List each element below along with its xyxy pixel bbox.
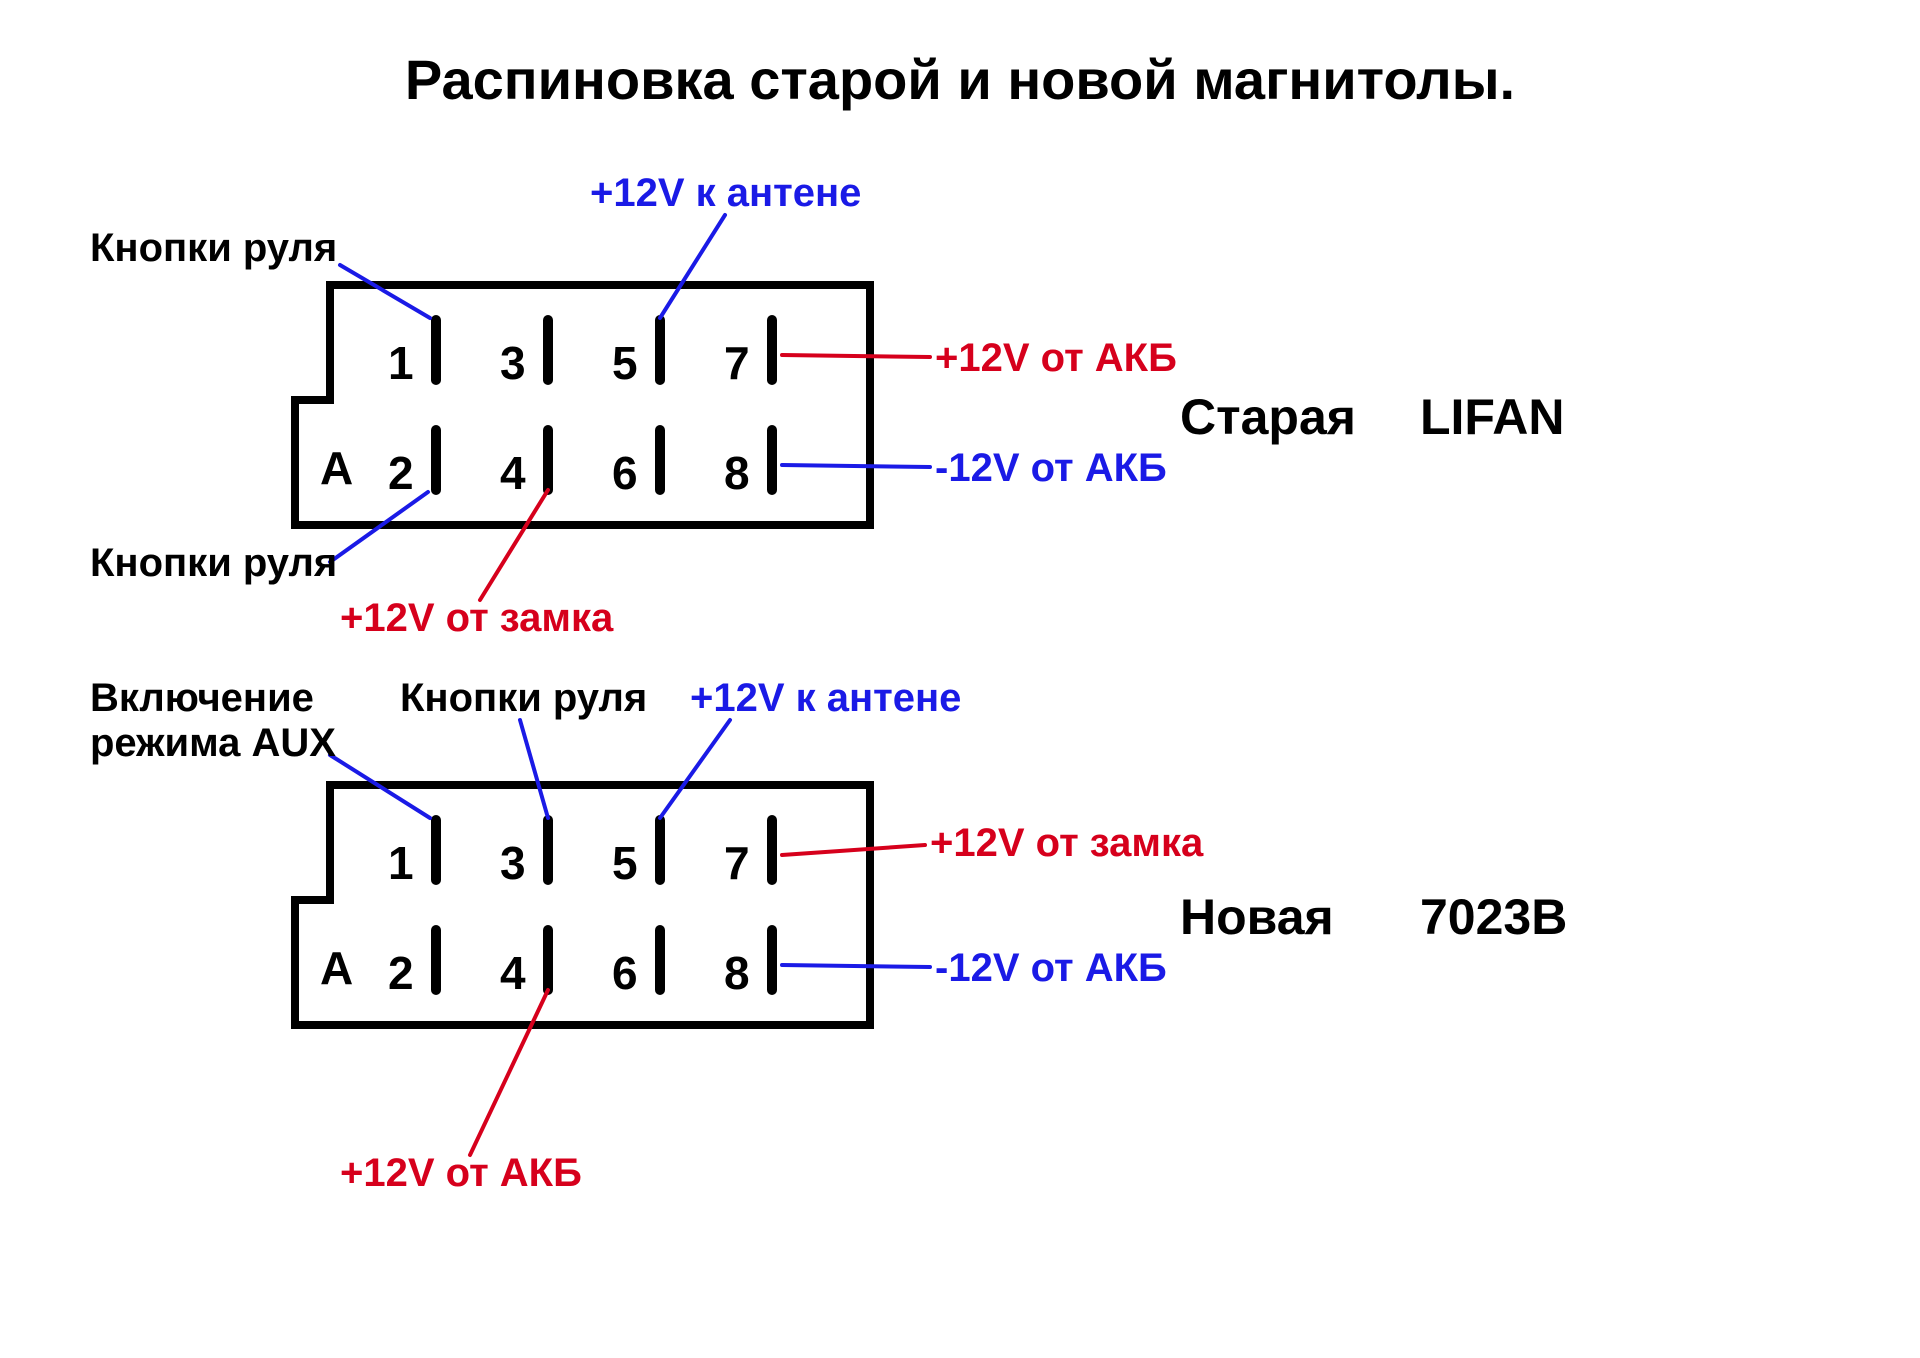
old-pin5-label-leader	[660, 215, 725, 318]
old-pin-num-3: 3	[500, 336, 526, 390]
new-pin-num-1: 1	[388, 836, 414, 890]
old-pin-num-1: 1	[388, 336, 414, 390]
old-pin-num-2: 2	[388, 446, 414, 500]
new-side-label-1: 7023B	[1420, 888, 1567, 946]
old-pin7-callout: +12V от АКБ	[935, 336, 1177, 381]
new-pin-num-6: 6	[612, 946, 638, 1000]
new-connector-outline	[295, 785, 870, 1025]
old-pin-num-5: 5	[612, 336, 638, 390]
new-connector-tab-label: A	[320, 941, 353, 995]
old-pin4-callout: +12V от замка	[340, 596, 613, 641]
new-pin5-callout: +12V к антене	[690, 676, 961, 721]
new-pin-num-7: 7	[724, 836, 750, 890]
new-pin8-label-leader	[782, 965, 930, 967]
new-pin7-label-leader	[782, 845, 925, 855]
old-connector-tab-label: A	[320, 441, 353, 495]
new-pin-num-4: 4	[500, 946, 526, 1000]
new-pin4-label-leader	[470, 990, 548, 1155]
old-pin-num-4: 4	[500, 446, 526, 500]
diagram-title: Распиновка старой и новой магнитолы.	[405, 47, 1515, 112]
old-pin7-label-leader	[782, 355, 930, 357]
new-pin-num-5: 5	[612, 836, 638, 890]
old-pin4-label-leader	[480, 490, 548, 600]
new-pin3-callout: Кнопки руля	[400, 676, 647, 721]
new-side-label-0: Новая	[1180, 888, 1334, 946]
old-pin-num-7: 7	[724, 336, 750, 390]
old-pin8-callout: -12V от АКБ	[935, 446, 1167, 491]
new-pin1-callout-b: режима AUX	[90, 721, 336, 766]
old-pin-num-8: 8	[724, 446, 750, 500]
old-connector-outline	[295, 285, 870, 525]
new-pin4-callout: +12V от АКБ	[340, 1151, 582, 1196]
new-pin5-label-leader	[660, 720, 730, 818]
old-pin1-label-leader	[340, 265, 430, 318]
new-pin7-callout: +12V от замка	[930, 821, 1203, 866]
new-pin-num-8: 8	[724, 946, 750, 1000]
new-pin3-label-leader	[520, 720, 548, 818]
new-pin1-callout-a: Включение	[90, 676, 314, 721]
old-pin2-callout: Кнопки руля	[90, 541, 337, 586]
old-pin-num-6: 6	[612, 446, 638, 500]
old-pin8-label-leader	[782, 465, 930, 467]
new-pin-num-2: 2	[388, 946, 414, 1000]
old-pin5-callout: +12V к антене	[590, 171, 861, 216]
new-pin8-callout: -12V от АКБ	[935, 946, 1167, 991]
old-side-label-0: Старая	[1180, 388, 1356, 446]
new-pin-num-3: 3	[500, 836, 526, 890]
old-side-label-1: LIFAN	[1420, 388, 1564, 446]
old-pin1-callout: Кнопки руля	[90, 226, 337, 271]
